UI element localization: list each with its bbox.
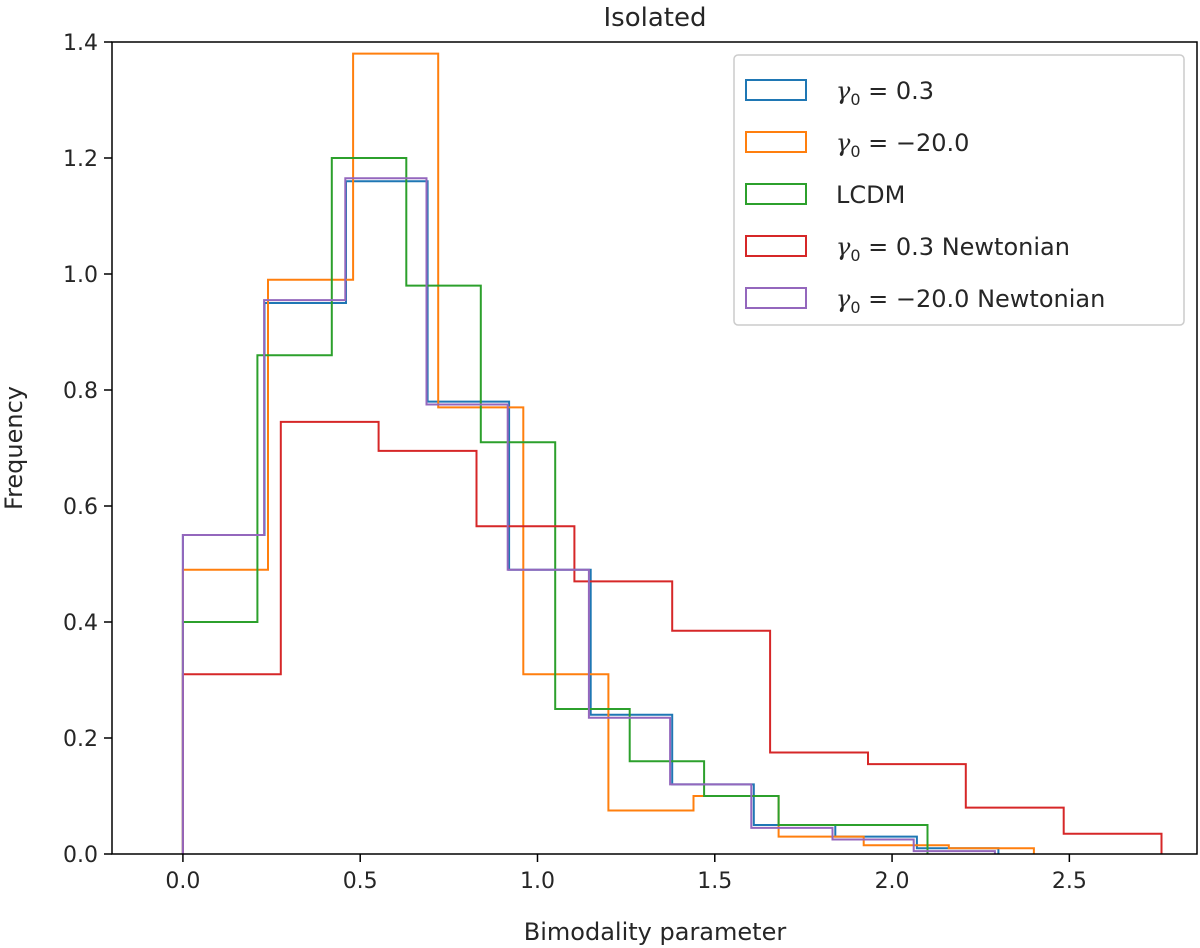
series-4-histogram	[181, 177, 996, 854]
y-tick-label-3: 0.6	[63, 495, 98, 520]
legend-swatch-1	[745, 131, 807, 153]
legend-label-1: γ0 = −20.0	[836, 129, 969, 161]
series-0-histogram	[181, 180, 1000, 854]
legend-swatch-3	[745, 235, 807, 257]
y-tick-label-5: 1.0	[63, 263, 98, 288]
x-tick-label-4: 2.0	[875, 869, 910, 894]
legend-swatch-4	[745, 287, 807, 309]
series-2-histogram	[181, 157, 929, 854]
x-tick-label-3: 1.5	[697, 869, 732, 894]
y-tick-label-7: 1.4	[63, 31, 98, 56]
series-1-histogram	[181, 52, 1035, 854]
y-tick-label-2: 0.4	[63, 611, 98, 636]
legend-label-2: LCDM	[836, 181, 905, 209]
x-axis-label: Bimodality parameter	[524, 918, 787, 946]
chart-title: Isolated	[604, 3, 707, 33]
legend: γ0 = 0.3 γ0 = −20.0 LCDM γ0 = 0.3 Newtonian…	[733, 54, 1185, 326]
legend-swatch-0	[745, 79, 807, 101]
y-axis: 0.0 0.2 0.4 0.6 0.8 1.0 1.2 1.4	[63, 31, 112, 868]
legend-box	[733, 54, 1185, 326]
legend-label-3: γ0 = 0.3 Newtonian	[836, 233, 1070, 265]
y-tick-label-4: 0.8	[63, 379, 98, 404]
series-layer	[181, 52, 1163, 854]
x-axis: 0.0 0.5 1.0 1.5 2.0 2.5	[165, 854, 1087, 894]
series-3-histogram	[181, 420, 1163, 854]
y-tick-label-0: 0.0	[63, 843, 98, 868]
legend-swatch-2	[745, 183, 807, 205]
legend-label-4: γ0 = −20.0 Newtonian	[836, 285, 1105, 317]
y-tick-label-6: 1.2	[63, 147, 98, 172]
x-tick-label-0: 0.0	[165, 869, 200, 894]
x-tick-label-2: 1.0	[520, 869, 555, 894]
legend-label-0: γ0 = 0.3	[836, 77, 934, 109]
plot-frame	[111, 41, 1198, 855]
x-tick-label-5: 2.5	[1052, 869, 1087, 894]
x-tick-label-1: 0.5	[343, 869, 378, 894]
y-axis-label: Frequency	[0, 386, 28, 510]
y-tick-label-1: 0.2	[63, 727, 98, 752]
